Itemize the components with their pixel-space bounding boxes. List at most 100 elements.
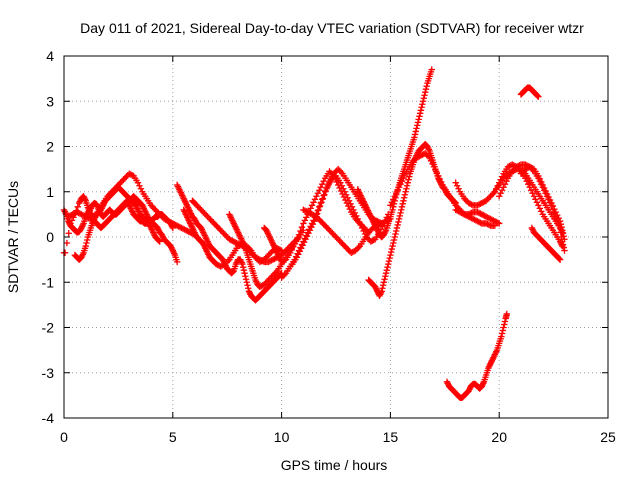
data-point [477, 219, 484, 226]
data-point [543, 190, 551, 198]
data-point [535, 202, 542, 209]
data-point [556, 255, 563, 263]
y-tick-label: 2 [46, 139, 54, 155]
data-point [498, 330, 506, 337]
data-point [558, 223, 565, 231]
data-point [416, 110, 424, 117]
data-point [341, 188, 348, 195]
x-tick-label: 5 [169, 429, 177, 445]
data-point [211, 220, 219, 228]
data-point [415, 116, 422, 123]
data-point [320, 220, 327, 228]
data-point [360, 227, 367, 235]
data-point [393, 190, 400, 197]
data-point [379, 282, 387, 289]
data-point [197, 205, 204, 213]
y-tick-labels: -4 -3 -2 -1 0 1 2 3 4 [42, 48, 55, 426]
data-point [337, 239, 345, 246]
data-point [344, 194, 351, 201]
data-point [243, 279, 250, 286]
series-track-u [517, 84, 542, 100]
data-point [432, 166, 439, 174]
data-point [317, 184, 324, 191]
data-point [487, 193, 494, 200]
data-point [395, 218, 402, 226]
data-point [556, 217, 564, 225]
y-tick-label: -3 [42, 365, 55, 381]
data-point [385, 257, 393, 265]
data-point [303, 214, 310, 221]
data-point [380, 279, 388, 286]
data-point [342, 191, 350, 198]
data-point [462, 196, 470, 204]
data-point [496, 193, 503, 200]
data-point [523, 177, 530, 185]
data-point [208, 217, 216, 225]
series-track-s [517, 163, 568, 243]
data-point [200, 208, 207, 216]
data-point [390, 236, 398, 244]
data-point [316, 203, 323, 211]
x-axis-label: GPS time / hours [281, 457, 388, 473]
data-point [392, 230, 399, 238]
data-point [229, 268, 237, 275]
data-point [204, 213, 211, 220]
grid [64, 56, 608, 418]
data-point [389, 206, 396, 214]
data-point [497, 176, 504, 183]
data-point [400, 174, 407, 182]
data-point [538, 178, 545, 186]
data-point [402, 188, 409, 195]
data-point [398, 206, 405, 214]
data-point [423, 82, 430, 90]
data-point [323, 223, 330, 231]
data-point [294, 234, 301, 241]
data-point [327, 228, 335, 235]
data-point [540, 184, 548, 192]
data-point [351, 209, 359, 217]
data-point [118, 177, 126, 185]
y-tick-label: 0 [46, 229, 54, 245]
data-point [560, 233, 567, 240]
data-point [195, 204, 203, 211]
data-point [242, 276, 250, 283]
data-point [391, 233, 398, 241]
data-point [310, 199, 317, 206]
data-point [433, 169, 441, 177]
data-point [436, 175, 443, 183]
data-point [329, 230, 336, 237]
data-point [535, 93, 542, 100]
data-point [358, 224, 366, 232]
data-point [422, 89, 429, 96]
data-point [398, 203, 406, 211]
data-point [287, 249, 294, 257]
data-point [293, 254, 301, 261]
data-point [65, 230, 72, 237]
data-point [484, 220, 491, 228]
data-point [400, 197, 407, 204]
data-point [394, 221, 401, 229]
data-point [422, 85, 430, 93]
data-point [239, 260, 246, 268]
data-point [332, 233, 339, 240]
data-point [321, 188, 329, 195]
data-point [417, 107, 425, 114]
data-marks [60, 66, 568, 401]
data-point [404, 179, 412, 186]
data-point [336, 237, 343, 244]
data-point [419, 101, 426, 108]
data-point [554, 211, 561, 219]
data-point [319, 219, 326, 226]
data-point [491, 188, 499, 195]
data-point [348, 203, 356, 211]
data-point [496, 220, 503, 227]
data-point [428, 66, 435, 73]
data-point [559, 227, 566, 234]
data-point [536, 205, 544, 212]
data-point [189, 198, 197, 205]
data-point [311, 196, 319, 203]
data-point [557, 220, 565, 228]
data-point [319, 195, 327, 202]
data-point [412, 128, 419, 135]
x-tick-label: 0 [60, 429, 68, 445]
